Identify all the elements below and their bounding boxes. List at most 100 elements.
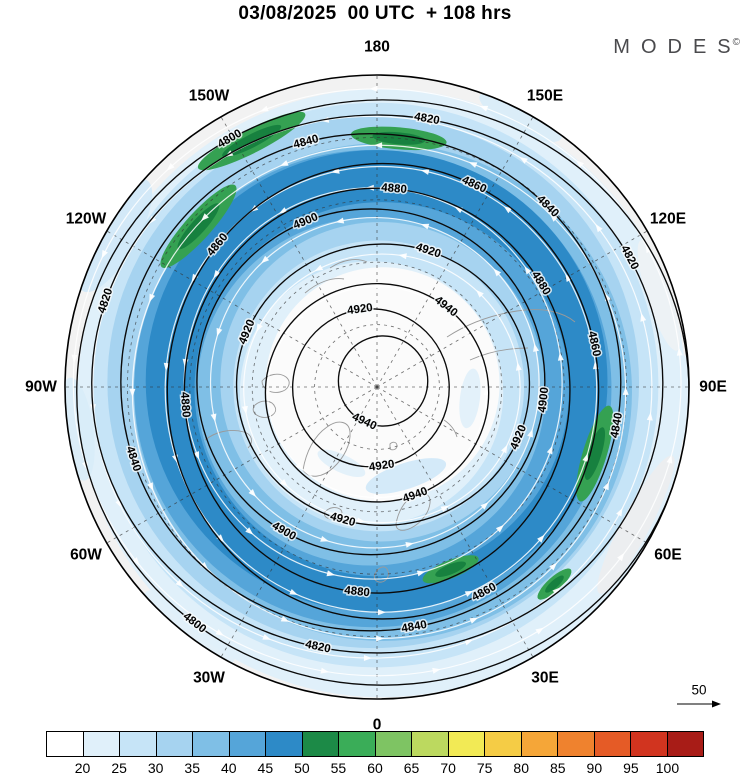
streamline-arrowhead (676, 347, 683, 356)
streamline-arrowhead (363, 655, 372, 661)
colorbar-cell (448, 732, 485, 756)
colorbar-cell (339, 732, 376, 756)
colorbar: 20 25 30 35 40 45 50 55 60 65 70 75 80 85 90 95 100 (46, 731, 704, 781)
coastline (304, 278, 345, 294)
shading-patch (317, 449, 366, 478)
colorbar-cell (375, 732, 412, 756)
streamline-arrowhead (476, 289, 484, 298)
colorbar-label: 95 (623, 760, 639, 776)
colorbar-label: 30 (147, 760, 164, 776)
modes-logo-text: MODES (613, 36, 742, 58)
graticule-circle (126, 136, 628, 638)
shading-patch (637, 240, 681, 351)
streamline-arrowhead (515, 362, 522, 371)
streamline-arrowhead (101, 249, 108, 259)
contour-label: 4860 (585, 330, 602, 358)
shading-patch (479, 92, 562, 142)
contour-ring (91, 114, 664, 654)
coastline (204, 429, 252, 449)
streamline-arrowhead (464, 639, 473, 646)
streamline-arrowhead (440, 505, 450, 512)
contour-label: 4880 (344, 585, 371, 600)
streamline-arrowhead (289, 589, 298, 595)
streamline-arrowhead (527, 429, 533, 438)
streamline-arrowhead (216, 534, 224, 543)
graticule-meridian (106, 386, 378, 544)
colorbar-label: 100 (655, 760, 680, 776)
streamline-arrowhead (420, 223, 430, 230)
graticule-circle (251, 261, 503, 513)
green-jet-core (435, 561, 467, 577)
shading-band (265, 267, 500, 502)
streamline-arrowhead (495, 524, 504, 533)
streamline-arrowhead (129, 388, 136, 397)
colorbar-cell (83, 732, 120, 756)
longitude-label: 60W (70, 547, 102, 564)
streamline-arrowhead (374, 494, 382, 501)
streamline-arrowhead (374, 142, 383, 149)
streamline-arrowhead (256, 323, 263, 332)
colorbar-label: 85 (549, 760, 566, 776)
coastline (446, 309, 576, 338)
colorbar-labels: 20 25 30 35 40 45 50 55 60 65 70 75 80 85 90 95 100 (46, 759, 704, 781)
colorbar-label: 75 (476, 760, 493, 776)
streamline-arrowhead (261, 255, 270, 264)
colorbar-label: 20 (74, 760, 91, 776)
streamline-arrowhead (469, 617, 479, 624)
contour-label: 4880 (381, 182, 408, 196)
colorbar-cell (521, 732, 558, 756)
coastline (395, 492, 431, 531)
streamline-arrowhead (617, 552, 625, 562)
streamline-arrowhead (450, 313, 459, 322)
longitude-label: 0 (373, 717, 382, 734)
streamline-arrowhead (335, 217, 345, 224)
streamline-arrowhead (552, 587, 561, 595)
streamline-arrowhead (245, 527, 254, 535)
streamline-arrowhead (175, 579, 184, 588)
streamline-arrowhead (576, 160, 584, 168)
streamline-arrowhead (423, 119, 433, 126)
streamline-arrowhead (549, 214, 558, 222)
contour-label: 4900 (537, 387, 552, 414)
longitude-label: 150W (189, 88, 230, 105)
streamline-arrowhead (479, 105, 489, 112)
streamline-arrowhead (201, 213, 209, 221)
contour-label: 4880 (178, 392, 192, 418)
wind-ref-arrowhead (712, 700, 721, 708)
longitude-label: 30E (531, 669, 559, 686)
streamline-arrowhead (537, 534, 545, 543)
streamline-arrowhead (432, 667, 441, 674)
streamline-arrowhead (260, 105, 269, 112)
longitude-label: 60E (654, 547, 682, 564)
colorbar-cell (229, 732, 266, 756)
chart-title: 03/08/2025 00 UTC + 108 hrs (238, 3, 512, 24)
colorbar-label: 55 (330, 760, 347, 776)
map-outline (64, 74, 690, 700)
streamline-arrowhead (248, 489, 257, 497)
graticule-meridian (376, 386, 534, 658)
colorbar-label: 60 (367, 760, 383, 776)
shading-patch (672, 355, 689, 440)
contour-ring (166, 162, 600, 620)
streamline-arrowhead (480, 502, 489, 510)
colorbar-cell (47, 732, 84, 756)
colorbar-cell (594, 732, 631, 756)
streamline-arrowhead (646, 412, 653, 421)
shading-patch (144, 590, 235, 664)
colorbar-cell (558, 732, 595, 756)
colorbar-label: 65 (403, 760, 420, 776)
streamline (209, 216, 540, 549)
streamline-arrowhead (326, 570, 335, 577)
streamline-arrowhead (616, 508, 623, 517)
graticule-meridian (376, 386, 648, 544)
streamline-arrowhead (200, 562, 209, 570)
contour-ring (291, 308, 450, 468)
longitude-label: 30W (193, 669, 225, 686)
colorbar-cell (302, 732, 339, 756)
streamline-arrowhead (416, 570, 426, 577)
green-jet-core (584, 427, 606, 480)
coastline (329, 259, 368, 269)
coastline (443, 419, 458, 438)
streamline-arrowhead (369, 85, 378, 92)
graticule-circle (314, 324, 440, 450)
